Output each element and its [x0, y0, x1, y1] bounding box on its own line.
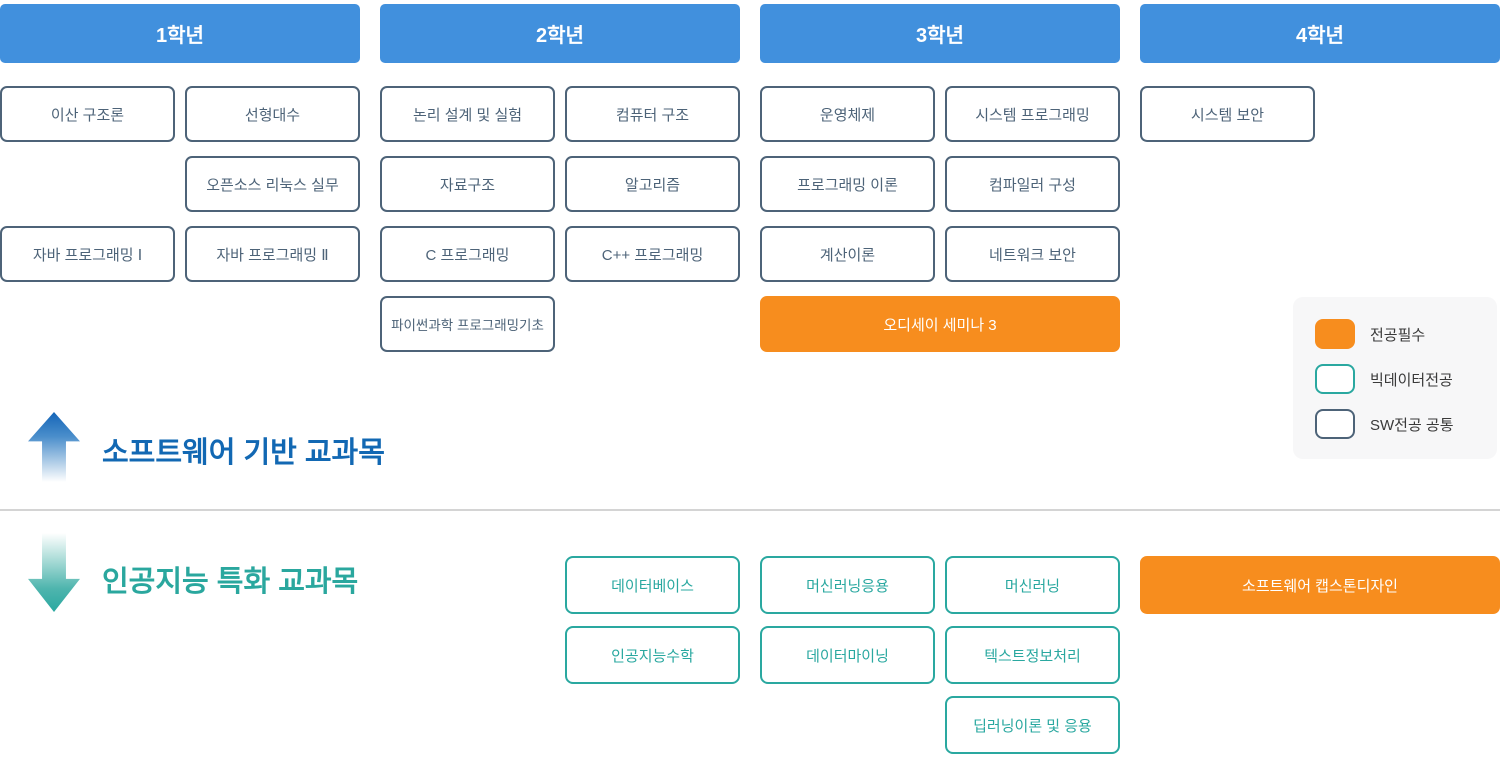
ai-course-box: 인공지능수학: [565, 626, 740, 684]
course-box: 파이썬과학 프로그래밍기초: [380, 296, 555, 352]
ai-course-box: 머신러닝: [945, 556, 1120, 614]
course-box: 컴퓨터 구조: [565, 86, 740, 142]
year-2-header: 2학년: [380, 4, 740, 63]
section-title-software: 소프트웨어 기반 교과목: [102, 437, 385, 469]
up-arrow-icon: [28, 412, 80, 482]
course-box: 프로그래밍 이론: [760, 156, 935, 212]
course-box: 시스템 보안: [1140, 86, 1315, 142]
course-box: 네트워크 보안: [945, 226, 1120, 282]
legend-label: 전공필수: [1370, 326, 1426, 344]
legend-item-bigdata: 빅데이터전공: [1315, 364, 1497, 394]
course-box: 운영체제: [760, 86, 935, 142]
year-4-header: 4학년: [1140, 4, 1500, 63]
common-swatch-icon: [1315, 409, 1355, 439]
ai-course-box: 텍스트정보처리: [945, 626, 1120, 684]
ai-course-box: 딥러닝이론 및 응용: [945, 696, 1120, 754]
section-divider: [0, 509, 1500, 511]
required-swatch-icon: [1315, 319, 1355, 349]
section-title-ai: 인공지능 특화 교과목: [102, 566, 359, 598]
ai-course-box: 머신러닝응용: [760, 556, 935, 614]
legend-label: 빅데이터전공: [1370, 371, 1453, 389]
legend-item-common: SW전공 공통: [1315, 409, 1497, 439]
course-box: 컴파일러 구성: [945, 156, 1120, 212]
course-box: 자료구조: [380, 156, 555, 212]
course-box: C++ 프로그래밍: [565, 226, 740, 282]
course-box: 이산 구조론: [0, 86, 175, 142]
down-arrow-icon: [28, 533, 80, 612]
course-box: 선형대수: [185, 86, 360, 142]
course-box: 자바 프로그래밍 Ⅰ: [0, 226, 175, 282]
legend-item-required: 전공필수: [1315, 319, 1497, 349]
course-box: 오픈소스 리눅스 실무: [185, 156, 360, 212]
course-box: 자바 프로그래밍 Ⅱ: [185, 226, 360, 282]
ai-course-box-required: 소프트웨어 캡스톤디자인: [1140, 556, 1500, 614]
ai-course-box: 데이터베이스: [565, 556, 740, 614]
course-box: 시스템 프로그래밍: [945, 86, 1120, 142]
legend: 전공필수 빅데이터전공 SW전공 공통: [1293, 297, 1497, 459]
ai-course-box: 데이터마이닝: [760, 626, 935, 684]
course-box: 알고리즘: [565, 156, 740, 212]
course-box: 논리 설계 및 실험: [380, 86, 555, 142]
legend-label: SW전공 공통: [1370, 416, 1454, 434]
course-box-required: 오디세이 세미나 3: [760, 296, 1120, 352]
year-3-header: 3학년: [760, 4, 1120, 63]
bigdata-swatch-icon: [1315, 364, 1355, 394]
year-1-header: 1학년: [0, 4, 360, 63]
course-box: C 프로그래밍: [380, 226, 555, 282]
course-box: 계산이론: [760, 226, 935, 282]
